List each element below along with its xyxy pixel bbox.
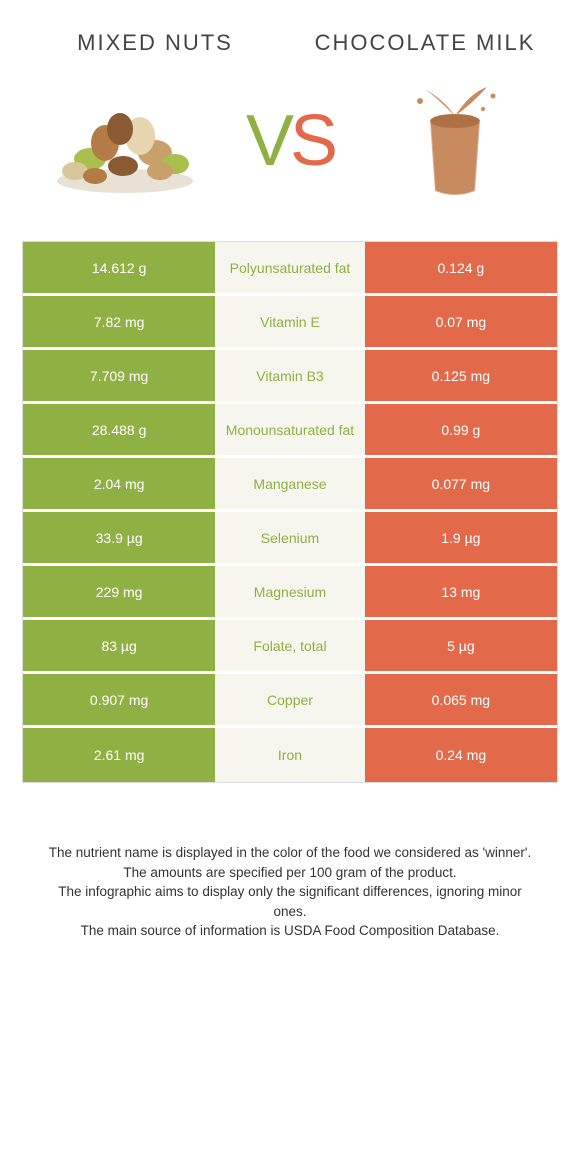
nutrient-label-cell: Selenium (215, 512, 365, 563)
nutrient-label-cell: Monounsaturated fat (215, 404, 365, 455)
left-value-cell: 2.04 mg (23, 458, 215, 509)
header-row: MIXED NUTS CHOCOLATE MILK (20, 30, 560, 56)
table-row: 0.907 mgCopper0.065 mg (23, 674, 557, 728)
table-row: 7.82 mgVitamin E0.07 mg (23, 296, 557, 350)
comparison-table: 14.612 gPolyunsaturated fat0.124 g7.82 m… (22, 241, 558, 783)
table-row: 2.04 mgManganese0.077 mg (23, 458, 557, 512)
footer-line: The main source of information is USDA F… (40, 921, 540, 941)
nutrient-label-cell: Manganese (215, 458, 365, 509)
right-value-cell: 0.124 g (365, 242, 557, 293)
right-value-cell: 0.065 mg (365, 674, 557, 725)
left-value-cell: 7.82 mg (23, 296, 215, 347)
nutrient-label-cell: Iron (215, 728, 365, 782)
images-row: VS (20, 81, 560, 201)
nutrient-label-cell: Magnesium (215, 566, 365, 617)
nutrient-label-cell: Vitamin E (215, 296, 365, 347)
mixed-nuts-image (40, 81, 210, 201)
table-row: 83 µgFolate, total5 µg (23, 620, 557, 674)
table-row: 14.612 gPolyunsaturated fat0.124 g (23, 242, 557, 296)
table-row: 2.61 mgIron0.24 mg (23, 728, 557, 782)
footer-line: The nutrient name is displayed in the co… (40, 843, 540, 863)
left-value-cell: 0.907 mg (23, 674, 215, 725)
left-value-cell: 7.709 mg (23, 350, 215, 401)
footer-line: The amounts are specified per 100 gram o… (40, 863, 540, 883)
left-value-cell: 2.61 mg (23, 728, 215, 782)
vs-v: V (246, 101, 290, 181)
table-row: 28.488 gMonounsaturated fat0.99 g (23, 404, 557, 458)
right-food-title: CHOCOLATE MILK (304, 30, 547, 56)
right-value-cell: 0.07 mg (365, 296, 557, 347)
right-value-cell: 0.99 g (365, 404, 557, 455)
table-row: 229 mgMagnesium13 mg (23, 566, 557, 620)
table-row: 7.709 mgVitamin B30.125 mg (23, 350, 557, 404)
left-value-cell: 28.488 g (23, 404, 215, 455)
right-value-cell: 0.24 mg (365, 728, 557, 782)
left-value-cell: 14.612 g (23, 242, 215, 293)
vs-s: S (290, 101, 334, 181)
nutrient-label-cell: Folate, total (215, 620, 365, 671)
right-value-cell: 5 µg (365, 620, 557, 671)
left-value-cell: 33.9 µg (23, 512, 215, 563)
right-value-cell: 0.125 mg (365, 350, 557, 401)
table-row: 33.9 µgSelenium1.9 µg (23, 512, 557, 566)
right-value-cell: 0.077 mg (365, 458, 557, 509)
nutrient-label-cell: Vitamin B3 (215, 350, 365, 401)
footer-line: The infographic aims to display only the… (40, 882, 540, 921)
nutrient-label-cell: Copper (215, 674, 365, 725)
nutrient-label-cell: Polyunsaturated fat (215, 242, 365, 293)
footer-notes: The nutrient name is displayed in the co… (20, 843, 560, 941)
left-value-cell: 229 mg (23, 566, 215, 617)
right-value-cell: 13 mg (365, 566, 557, 617)
right-value-cell: 1.9 µg (365, 512, 557, 563)
chocolate-milk-image (370, 81, 540, 201)
left-value-cell: 83 µg (23, 620, 215, 671)
vs-label: VS (246, 100, 334, 182)
left-food-title: MIXED NUTS (34, 30, 277, 56)
